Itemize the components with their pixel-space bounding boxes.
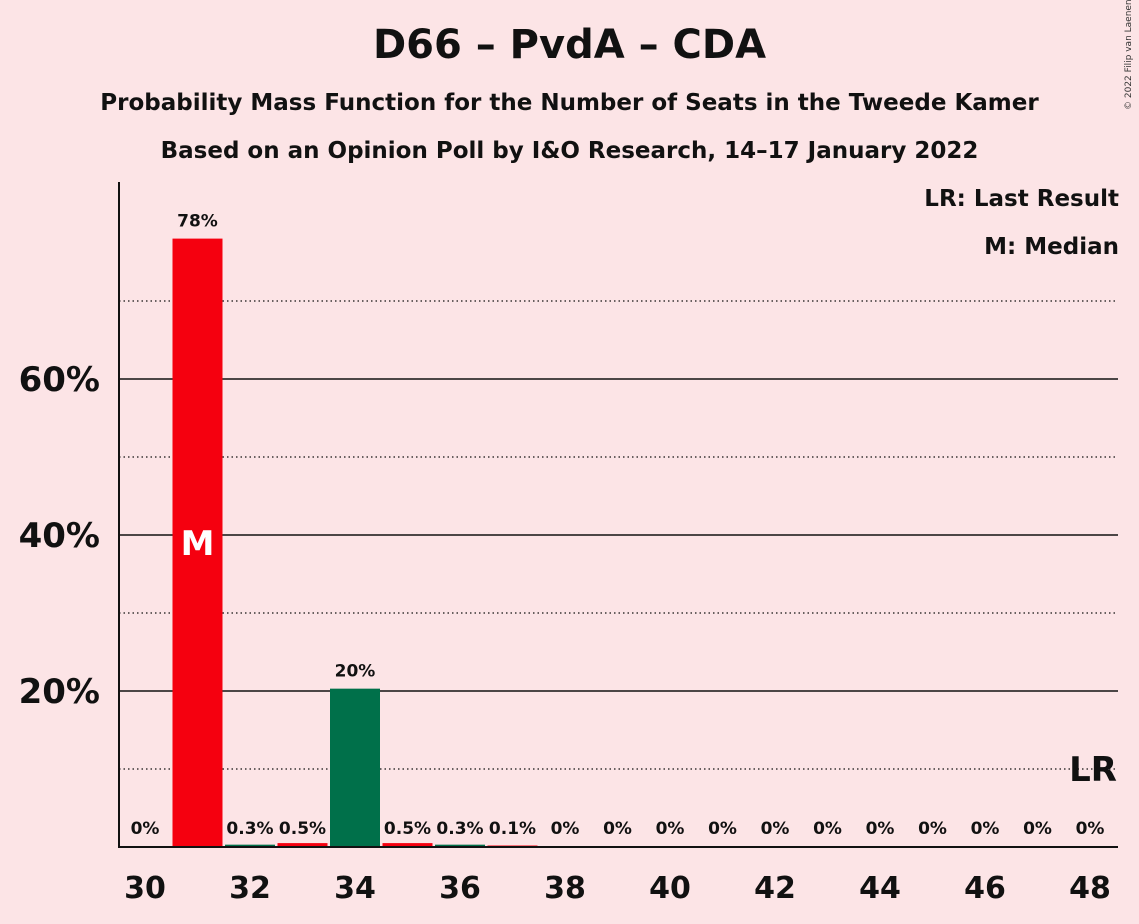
data-label: 0.3%: [226, 819, 273, 839]
x-tick-label: 34: [334, 871, 376, 906]
data-label: 0%: [1023, 819, 1052, 839]
median-marker: M: [181, 524, 215, 564]
x-tick-label: 44: [859, 871, 901, 906]
data-label: 0.1%: [489, 819, 536, 839]
bar: [225, 844, 275, 847]
data-label: 0%: [813, 819, 842, 839]
x-tick-label: 38: [544, 871, 586, 906]
data-label: 0%: [131, 819, 160, 839]
data-label: 0%: [551, 819, 580, 839]
x-tick-label: 32: [229, 871, 271, 906]
legend-last-result: LR: Last Result: [924, 186, 1119, 212]
x-tick-label: 36: [439, 871, 481, 906]
data-label: 0%: [971, 819, 1000, 839]
data-label: 0.3%: [436, 819, 483, 839]
bar: [382, 843, 433, 847]
x-tick-label: 42: [754, 871, 796, 906]
bar: [172, 238, 223, 848]
data-label: 20%: [335, 662, 376, 682]
data-label: 0%: [603, 819, 632, 839]
x-tick-label: 40: [649, 871, 691, 906]
x-tick-label: 30: [124, 871, 166, 906]
data-label: 0%: [656, 819, 685, 839]
data-label: 0.5%: [279, 819, 326, 839]
bar: [435, 844, 485, 847]
data-label: 0%: [708, 819, 737, 839]
last-result-marker: LR: [1069, 750, 1117, 790]
data-label: 0%: [761, 819, 790, 839]
chart-subtitle-poll: Based on an Opinion Poll by I&O Research…: [160, 138, 979, 164]
x-tick-label: 48: [1069, 871, 1111, 906]
chart-title: D66 – PvdA – CDA: [372, 22, 767, 68]
y-tick-label: 20%: [19, 672, 100, 712]
y-tick-label: 40%: [19, 516, 100, 556]
legend-median: M: Median: [984, 234, 1119, 260]
x-tick-label: 46: [964, 871, 1006, 906]
data-label: 0%: [866, 819, 895, 839]
chart-subtitle: Probability Mass Function for the Number…: [100, 90, 1039, 116]
bar: [330, 688, 380, 847]
y-tick-label: 60%: [19, 360, 100, 400]
data-label: 0.5%: [384, 819, 431, 839]
data-label: 78%: [177, 212, 218, 232]
data-label: 0%: [918, 819, 947, 839]
bar: [277, 843, 328, 847]
data-label: 0%: [1076, 819, 1105, 839]
